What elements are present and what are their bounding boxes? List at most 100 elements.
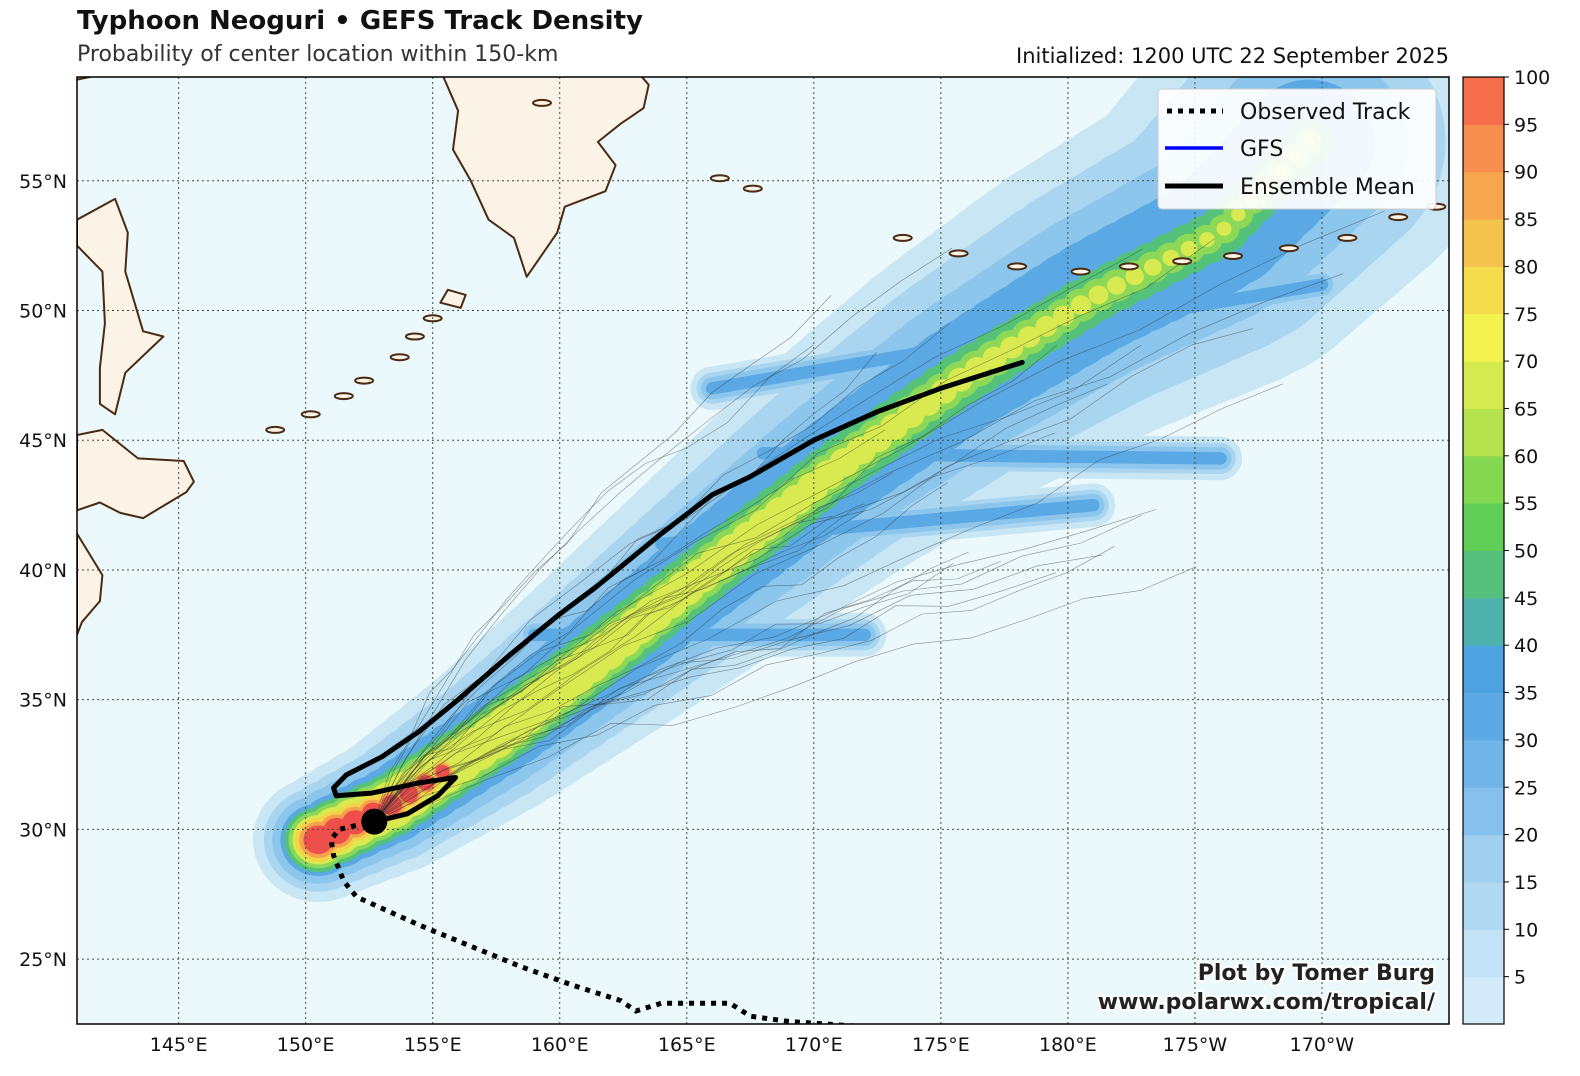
current-position-marker	[361, 808, 388, 835]
colorbar-tick-label: 40	[1514, 635, 1538, 657]
legend: Observed Track GFS Ensemble Mean	[1157, 88, 1437, 210]
initialized-time: Initialized: 1200 UTC 22 September 2025	[1016, 44, 1449, 68]
lon-tick-label: 160°E	[531, 1034, 589, 1056]
colorbar-tick-label: 55	[1514, 493, 1538, 515]
colorbar-segment	[1463, 124, 1504, 173]
colorbar-segment	[1463, 834, 1504, 883]
colorbar-segment	[1463, 503, 1504, 551]
colorbar-tick-label: 85	[1514, 209, 1538, 231]
land-island	[300, 410, 321, 419]
land-island	[892, 233, 913, 242]
member-track	[374, 344, 814, 822]
lat-tick-label: 30°N	[19, 819, 67, 841]
colorbar-segment	[1463, 361, 1504, 409]
lon-tick-label: 175°W	[1163, 1034, 1228, 1056]
colorbar-segment	[1463, 976, 1504, 1025]
land-island	[532, 98, 552, 107]
lon-tick-label: 155°E	[404, 1034, 462, 1056]
member-track	[374, 566, 1197, 822]
colorbar-tick-label: 15	[1514, 872, 1538, 894]
colorbar-tick-label: 30	[1514, 730, 1538, 752]
colorbar-segment	[1463, 455, 1504, 504]
member-track	[374, 482, 948, 822]
lat-tick-label: 40°N	[19, 560, 67, 582]
ensemble-mean-line	[331, 359, 1025, 825]
colorbar-segment	[1463, 266, 1504, 315]
tracks	[328, 359, 1025, 1024]
colorbar-tick-label: 60	[1514, 446, 1538, 468]
ensemble-member-tracks	[374, 210, 1386, 822]
lon-tick-label: 145°E	[150, 1034, 208, 1056]
member-track	[374, 328, 1253, 822]
land-island	[948, 249, 969, 258]
land-island	[265, 425, 286, 434]
land-island	[1070, 267, 1091, 276]
land-island	[1172, 257, 1193, 266]
lon-tick-label: 180°E	[1039, 1034, 1097, 1056]
land-hokkaido	[77, 428, 195, 520]
colorbar-tick-label: 50	[1514, 541, 1538, 563]
colorbar-segment	[1463, 882, 1504, 930]
land-sakhalin	[77, 197, 165, 416]
land-island	[1007, 262, 1028, 271]
lon-tick-label: 170°E	[785, 1034, 843, 1056]
member-track	[374, 554, 1103, 822]
member-track	[374, 383, 1284, 822]
chart-title: Typhoon Neoguri • GEFS Track Density	[77, 6, 643, 36]
colorbar-tick-label: 10	[1514, 919, 1538, 941]
colorbar-tick-label: 45	[1514, 588, 1538, 610]
member-track	[374, 345, 1057, 822]
credit-url: www.polarwx.com/tropical/	[1098, 990, 1436, 1015]
colorbar-segment	[1463, 550, 1504, 599]
axis-ticks: 25°N 30°N 35°N 40°N 45°N 50°N 55°N 145°E 150°E 15…	[19, 171, 1354, 1056]
colorbar-tick-label: 35	[1514, 683, 1538, 705]
colorbar-tick-label: 5	[1514, 967, 1526, 989]
colorbar-tick-label: 90	[1514, 162, 1538, 184]
colorbar-segment	[1463, 645, 1504, 693]
lon-tick-label: 165°E	[658, 1034, 716, 1056]
colorbar-segment	[1463, 171, 1504, 220]
member-track	[374, 572, 1057, 822]
colorbar-segment	[1463, 313, 1504, 362]
member-track	[374, 247, 953, 822]
observed-track-line	[328, 821, 862, 1024]
member-track	[374, 273, 1344, 822]
land-island	[742, 184, 763, 193]
member-track	[374, 561, 1001, 822]
land-island	[1223, 252, 1243, 260]
member-track	[374, 509, 1156, 822]
member-track	[374, 503, 864, 822]
land-island	[1388, 213, 1409, 222]
land-island	[354, 376, 375, 385]
member-track	[374, 551, 969, 822]
lon-tick-label: 150°E	[277, 1034, 335, 1056]
colorbar-segment	[1463, 597, 1504, 646]
colorbar-segment	[1463, 739, 1504, 788]
legend-observed-label: Observed Track	[1240, 100, 1411, 125]
map-frame	[76, 76, 1450, 1025]
land-island	[404, 332, 425, 341]
land-island	[1118, 262, 1139, 271]
colorbar-segment	[1463, 408, 1504, 457]
lat-lon-grid	[77, 77, 1449, 1024]
lat-tick-label: 45°N	[19, 430, 67, 452]
member-track	[374, 429, 886, 822]
lat-tick-label: 35°N	[19, 690, 67, 712]
colorbar-tick-label: 75	[1514, 304, 1538, 326]
member-track	[374, 295, 832, 822]
member-track	[374, 248, 1144, 822]
member-track	[374, 351, 877, 822]
colorbar-tick-label: 20	[1514, 825, 1538, 847]
member-track	[374, 562, 954, 822]
colorbar-segment	[1463, 219, 1504, 267]
legend-ensemble-mean-label: Ensemble Mean	[1240, 175, 1415, 200]
land-island	[1278, 244, 1299, 253]
chart-subtitle: Probability of center location within 15…	[77, 42, 559, 67]
lon-tick-label: 170°W	[1290, 1034, 1355, 1056]
credit-author: Plot by Tomer Burg	[1198, 961, 1435, 986]
colorbar-segment	[1463, 787, 1504, 836]
colorbar-tick-label: 80	[1514, 256, 1538, 278]
land-honshu	[77, 532, 104, 636]
member-track	[374, 546, 1115, 822]
